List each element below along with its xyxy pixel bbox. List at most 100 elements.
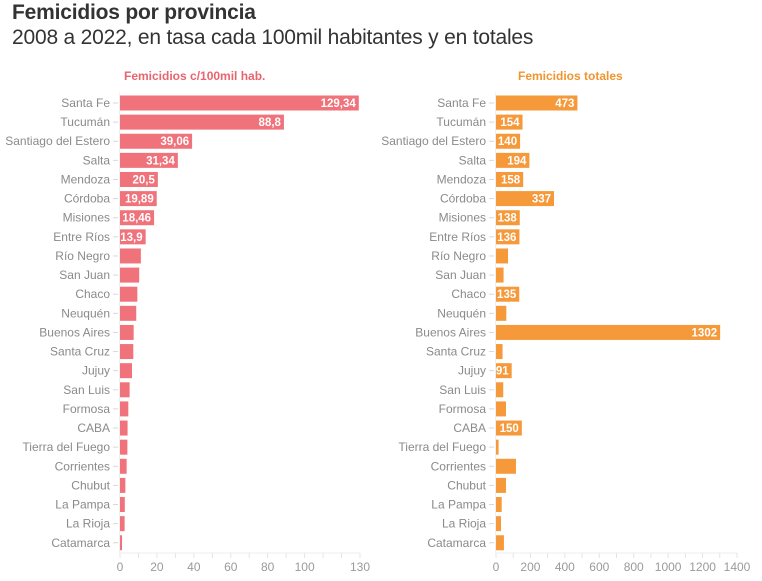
totals-bar — [496, 324, 721, 340]
rate-category-label: San Juan — [59, 268, 110, 282]
totals-x-tick-label: 600 — [589, 560, 609, 574]
totals-value-label: 136 — [497, 232, 516, 244]
rate-x-tick-label: 0 — [117, 560, 124, 574]
rate-bar — [120, 152, 178, 168]
totals-category-label: Santa Cruz — [426, 345, 486, 359]
totals-category-label: Jujuy — [458, 364, 486, 378]
rate-category-label: Corrientes — [55, 459, 110, 473]
totals-bar — [496, 535, 504, 551]
totals-x-tick-label: 1000 — [655, 560, 682, 574]
totals-category-label: Salta — [459, 153, 487, 167]
totals-value-label: 135 — [497, 289, 517, 301]
totals-bar — [496, 497, 502, 513]
totals-category-label: Buenos Aires — [415, 325, 486, 339]
totals-bar — [496, 95, 578, 111]
rate-category-label: Neuquén — [61, 306, 110, 320]
totals-value-label: 150 — [500, 423, 519, 435]
totals-category-label: San Luis — [439, 383, 486, 397]
totals-category-label: Chaco — [451, 287, 486, 301]
rate-bar — [120, 363, 132, 379]
rate-bar — [120, 535, 123, 551]
rate-x-tick-label: 20 — [150, 560, 164, 574]
rate-category-label: Chaco — [75, 287, 110, 301]
rate-category-label: Santiago del Estero — [5, 134, 110, 148]
totals-x-tick-label: 400 — [555, 560, 575, 574]
rate-category-label: La Rioja — [66, 517, 110, 531]
rate-bar — [120, 286, 138, 302]
page-title: Femicidios por provincia — [12, 1, 256, 24]
rate-category-label: Mendoza — [61, 172, 111, 186]
rate-bar — [120, 248, 141, 264]
rate-value-label: 20,5 — [132, 174, 155, 186]
rate-bar — [120, 267, 140, 283]
rate-category-label: Salta — [83, 153, 111, 167]
totals-bar — [496, 382, 504, 398]
totals-bar — [496, 401, 506, 417]
rate-x-tick-label: 100 — [295, 560, 315, 574]
totals-bar — [496, 305, 507, 321]
rate-bar — [120, 497, 125, 513]
rate-bar — [120, 305, 137, 321]
rate-bar — [120, 344, 134, 360]
rate-bar — [120, 114, 284, 130]
totals-x-tick-label: 800 — [624, 560, 644, 574]
rate-category-label: Buenos Aires — [39, 325, 110, 339]
rate-category-label: Jujuy — [82, 364, 110, 378]
rate-value-label: 19,89 — [125, 194, 154, 206]
totals-x-tick-label: 1400 — [724, 560, 751, 574]
rate-bar — [120, 382, 130, 398]
totals-category-label: Santa Fe — [437, 96, 486, 110]
rate-value-label: 18,46 — [122, 213, 151, 225]
rate-bar — [120, 458, 127, 474]
totals-category-label: Misiones — [439, 211, 486, 225]
rate-category-label: Santa Fe — [61, 96, 110, 110]
totals-chart-title: Femicidios totales — [518, 69, 623, 83]
rate-category-label: Córdoba — [64, 192, 110, 206]
totals-value-label: 158 — [501, 174, 521, 186]
totals-category-label: Entre Ríos — [429, 230, 486, 244]
rate-bar — [120, 229, 146, 245]
totals-bar — [496, 516, 501, 532]
rate-bar — [120, 420, 128, 436]
rate-value-label: 39,06 — [160, 136, 189, 148]
totals-bar — [496, 286, 520, 302]
totals-category-label: Formosa — [439, 402, 487, 416]
totals-bar — [496, 133, 521, 149]
rate-value-label: 88,8 — [259, 117, 282, 129]
totals-value-label: 138 — [498, 213, 518, 225]
rate-x-tick-label: 130 — [350, 560, 370, 574]
rate-bar — [120, 95, 359, 111]
totals-category-label: Santiago del Estero — [381, 134, 486, 148]
totals-value-label: 1302 — [692, 327, 718, 339]
rate-bar — [120, 133, 193, 149]
totals-category-label: San Juan — [435, 268, 486, 282]
totals-bar — [496, 477, 506, 493]
totals-bar — [496, 363, 512, 379]
rate-bar — [120, 191, 157, 207]
rate-category-label: Tierra del Fuego — [22, 440, 110, 454]
totals-bar — [496, 248, 509, 264]
totals-bar — [496, 344, 503, 360]
rate-category-label: San Luis — [63, 383, 110, 397]
totals-bar — [496, 267, 504, 283]
totals-category-label: La Rioja — [442, 517, 486, 531]
totals-bar — [496, 114, 523, 130]
totals-bar — [496, 229, 520, 245]
rate-category-label: Tucumán — [60, 115, 110, 129]
rate-x-tick-label: 60 — [224, 560, 238, 574]
totals-x-tick-label: 200 — [520, 560, 540, 574]
totals-category-label: Río Negro — [431, 249, 486, 263]
rate-value-label: 13,9 — [120, 232, 142, 244]
totals-category-label: La Pampa — [431, 498, 486, 512]
rate-category-label: Formosa — [63, 402, 111, 416]
rate-value-label: 31,34 — [146, 155, 175, 167]
rate-category-label: Santa Cruz — [50, 345, 110, 359]
totals-bar — [496, 191, 555, 207]
totals-category-label: Mendoza — [437, 172, 487, 186]
rate-value-label: 129,34 — [321, 98, 357, 110]
totals-value-label: 194 — [507, 155, 527, 167]
rate-bar — [120, 477, 126, 493]
totals-bar — [496, 171, 524, 187]
rate-bar — [120, 324, 134, 340]
totals-x-tick-label: 0 — [493, 560, 500, 574]
